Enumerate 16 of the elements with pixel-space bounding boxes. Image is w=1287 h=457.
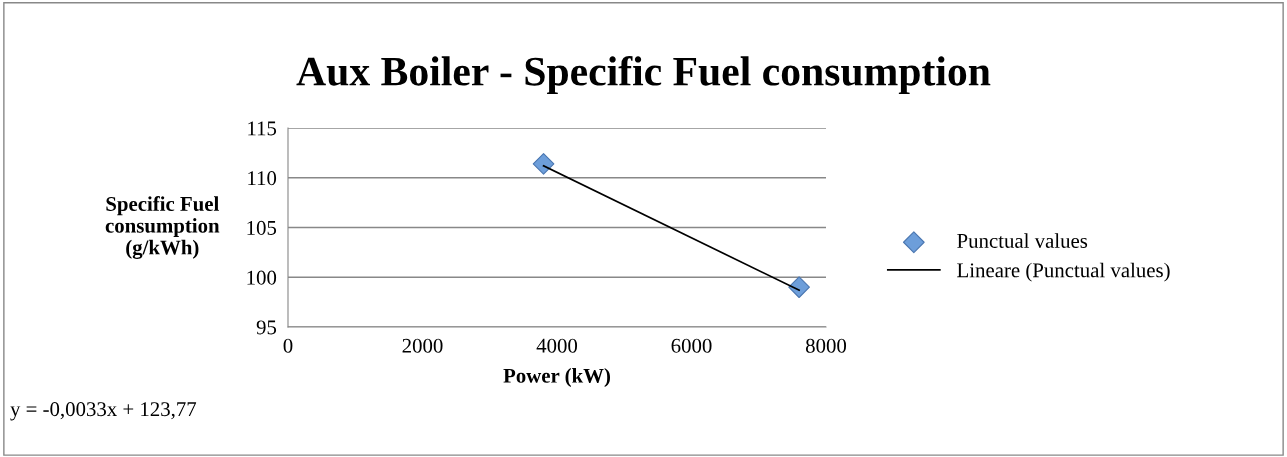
y-tick-label: 115 — [248, 121, 277, 136]
x-tick-label: 0 — [283, 338, 293, 353]
y-tick-label: 100 — [247, 270, 277, 285]
legend-label: Punctual values — [957, 233, 1088, 248]
x-tick-label: 4000 — [536, 338, 578, 353]
x-tick-label: 6000 — [671, 338, 712, 353]
y-tick-label: 95 — [256, 320, 277, 335]
x-axis-title: Power (kW) — [503, 368, 610, 388]
chart-title: Aux Boiler - Specific Fuel consumption — [296, 55, 991, 95]
legend-label: Lineare (Punctual values) — [957, 262, 1170, 282]
text: y = -0,0033x + 123,77 — [10, 402, 197, 421]
x-tick-label: 8000 — [805, 338, 847, 353]
y-tick-label: 110 — [248, 171, 277, 186]
y-tick-label: 105 — [247, 220, 277, 235]
x-tick-label: 2000 — [402, 338, 443, 353]
y-axis-title: Specific Fuel consumption (g/kWh) — [105, 196, 220, 259]
